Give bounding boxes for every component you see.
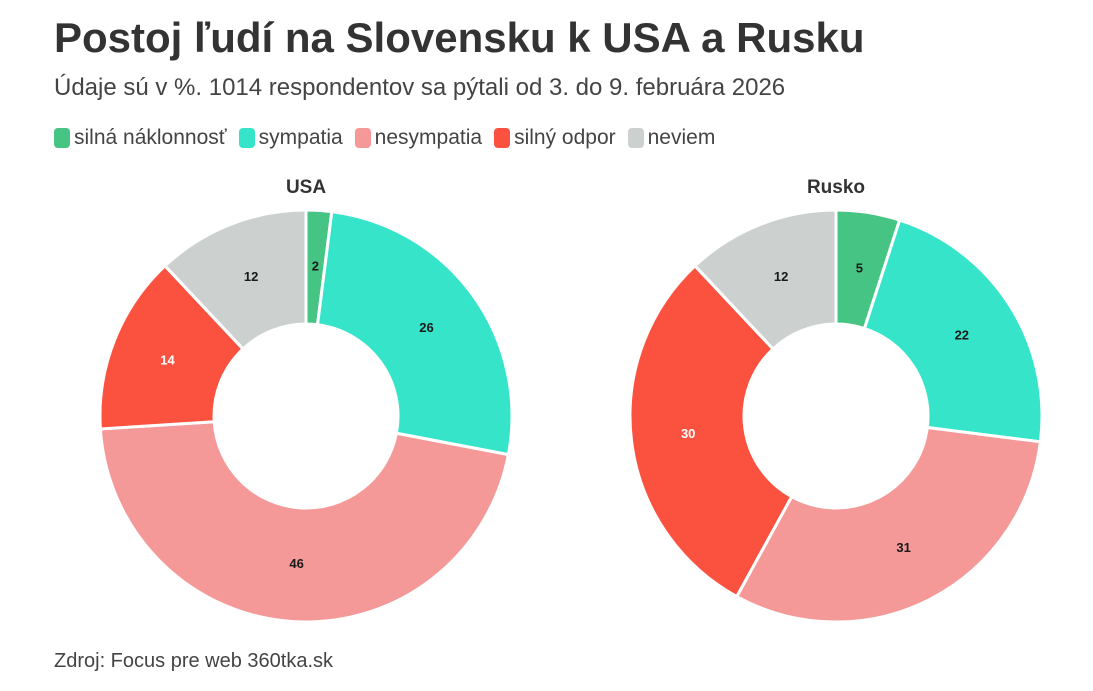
slice-label-nesympatia: 31 <box>896 540 910 555</box>
slice-neviem <box>163 208 308 351</box>
slice-sympatia <box>316 210 514 457</box>
slice-label-silna-naklonnost: 5 <box>856 260 863 275</box>
slice-label-neviem: 12 <box>774 269 788 284</box>
legend-label: silný odpor <box>514 126 616 149</box>
slice-silny-odpor <box>98 264 245 431</box>
donut-chart-usa: USA 2 26 46 14 12 <box>98 177 514 624</box>
slice-nesympatia <box>98 420 510 624</box>
donut-chart-rusko: Rusko 5 22 31 30 12 <box>628 177 1044 624</box>
slice-nesympatia <box>735 426 1042 624</box>
chart-title-usa: USA <box>286 177 326 198</box>
legend-swatch <box>354 128 371 148</box>
slice-label-silny-odpor: 14 <box>160 353 175 368</box>
legend-swatch <box>627 128 644 148</box>
legend-label: neviem <box>647 126 716 149</box>
slice-silny-odpor <box>628 264 794 599</box>
slice-label-sympatia: 26 <box>419 320 433 335</box>
legend-swatch <box>494 128 511 148</box>
charts-area: USA 2 26 46 14 12 Rusko 5 22 31 30 12 <box>0 170 1093 630</box>
legend: silná náklonnosť sympatia nesympatia sil… <box>54 126 715 150</box>
legend-item-silna-naklonnost: silná náklonnosť <box>54 126 227 150</box>
slice-neviem <box>693 208 838 351</box>
legend-swatch <box>54 128 70 148</box>
slice-sympatia <box>862 218 1044 444</box>
source-note: Zdroj: Focus pre web 360tka.sk <box>54 650 334 672</box>
legend-item-neviem: neviem <box>627 126 716 150</box>
legend-label: silná náklonnosť <box>74 126 227 149</box>
legend-item-silny-odpor: silný odpor <box>494 126 616 150</box>
legend-label: sympatia <box>258 126 343 149</box>
slice-label-neviem: 12 <box>244 269 258 284</box>
legend-item-nesympatia: nesympatia <box>354 126 483 150</box>
slice-label-silny-odpor: 30 <box>681 426 695 441</box>
slice-label-sympatia: 22 <box>955 328 969 343</box>
chart-title: Postoj ľudí na Slovensku k USA a Rusku <box>54 14 865 61</box>
slice-label-silna-naklonnost: 2 <box>312 259 319 274</box>
legend-item-sympatia: sympatia <box>238 126 343 150</box>
slice-label-nesympatia: 46 <box>289 556 303 571</box>
chart-title-rusko: Rusko <box>807 177 865 198</box>
donut-charts-svg: USA 2 26 46 14 12 Rusko 5 22 31 30 12 <box>98 177 1044 624</box>
legend-swatch <box>238 128 255 148</box>
legend-label: nesympatia <box>374 126 483 149</box>
chart-subtitle: Údaje sú v %. 1014 respondentov sa pýtal… <box>54 74 786 101</box>
